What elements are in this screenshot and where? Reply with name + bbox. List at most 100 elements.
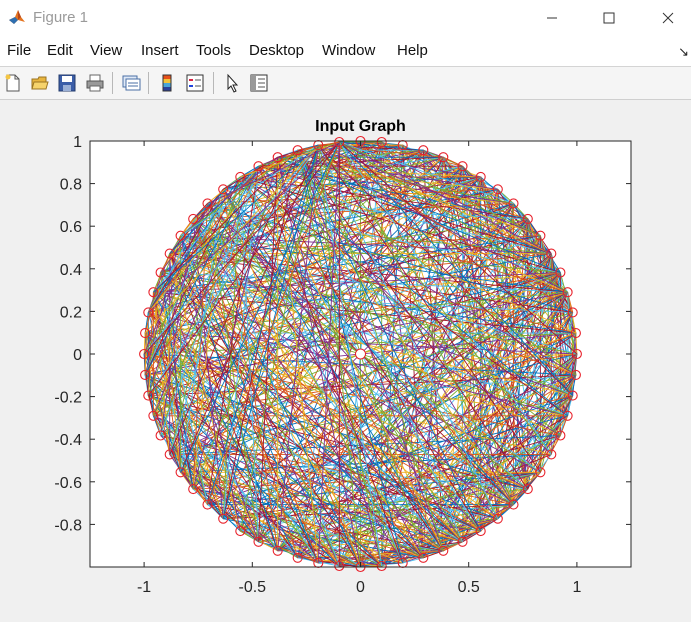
graph-edge: [277, 157, 383, 567]
graph-edge: [277, 145, 319, 551]
open-file-button[interactable]: [28, 71, 52, 95]
graph-edge: [147, 253, 171, 313]
graph-edge: [222, 166, 259, 519]
property-inspector-button[interactable]: [247, 71, 271, 95]
y-tick-label: 1: [73, 134, 82, 151]
graph-edge: [153, 235, 541, 293]
graph-edge: [240, 176, 568, 417]
graph-node: [475, 171, 486, 182]
graph-node: [475, 526, 486, 537]
menu-insert[interactable]: Insert: [141, 42, 179, 59]
graph-edge: [153, 176, 481, 293]
graph-edge: [180, 141, 340, 473]
menu-file[interactable]: File: [7, 42, 32, 59]
graph-edge: [422, 150, 482, 532]
save-button[interactable]: [55, 71, 79, 95]
graph-node: [139, 348, 150, 360]
graph-node: [175, 467, 186, 478]
graph-edge: [144, 235, 182, 376]
graph-edge: [317, 141, 340, 563]
graph-edge: [192, 149, 298, 220]
insert-colorbar-icon: [162, 74, 172, 92]
edit-plot-button[interactable]: [220, 71, 244, 95]
graph-edge: [223, 518, 424, 559]
figure-toolbar: [0, 67, 691, 100]
graph-edge: [169, 165, 259, 254]
graph-edge: [423, 550, 444, 559]
plot-area[interactable]: -1 -0.5 0 0.5 1 1 0.8 0.6 0.4 0.2 0 -0.2 -0.4 -0.6 -0…: [0, 100, 691, 622]
graph-node: [535, 467, 546, 478]
graph-edge: [147, 203, 208, 396]
menu-edit[interactable]: Edit: [47, 42, 73, 59]
graph-edge: [153, 149, 299, 417]
graph-edge: [513, 454, 552, 505]
print-icon: [86, 74, 104, 92]
graph-node: [188, 213, 199, 224]
graph-edge: [193, 395, 573, 490]
graph-edge: [338, 141, 574, 396]
graph-edge: [240, 530, 444, 552]
y-tick-label: -0.2: [54, 390, 82, 407]
graph-edge: [239, 176, 259, 542]
print-button[interactable]: [83, 71, 107, 95]
menu-desktop[interactable]: Desktop: [249, 42, 305, 59]
y-axis: 1 0.8 0.6 0.4 0.2 0 -0.2 -0.4 -0.6 -0.8: [54, 134, 631, 534]
graph-node: [175, 230, 186, 241]
graph-edge: [160, 272, 463, 543]
close-button[interactable]: [645, 0, 691, 36]
graph-node: [535, 230, 546, 241]
graph-edge: [222, 189, 279, 551]
maximize-button[interactable]: [586, 0, 632, 36]
dock-figure-icon[interactable]: ↘: [678, 44, 689, 59]
graph-node: [292, 145, 303, 156]
link-plot-icon: [122, 75, 141, 91]
graph-edge: [143, 188, 498, 355]
graph-edge: [143, 149, 424, 355]
graph-edge: [147, 144, 319, 396]
minimize-button[interactable]: [529, 0, 575, 36]
new-figure-button[interactable]: [1, 71, 25, 95]
graph-edge: [240, 176, 514, 204]
menu-view[interactable]: View: [90, 42, 123, 59]
y-tick-label: -0.8: [54, 517, 82, 534]
link-plot-button[interactable]: [119, 71, 143, 95]
graph-node: [418, 552, 429, 563]
graph-node: [148, 410, 159, 421]
graph-node: [218, 513, 229, 524]
graph-edge: [258, 157, 279, 542]
graph-edge: [148, 312, 499, 520]
menu-help[interactable]: Help: [397, 42, 428, 59]
graph-node: [457, 161, 468, 172]
graph-edge: [513, 203, 529, 220]
graph-node: [567, 390, 578, 401]
graph-edge: [339, 141, 541, 237]
graph-edge: [297, 141, 340, 151]
graph-edge: [148, 141, 340, 313]
graph-edge: [192, 189, 224, 490]
edit-plot-icon: [227, 73, 239, 93]
graph-edge: [193, 488, 424, 559]
graph-edge: [443, 156, 463, 167]
menu-window[interactable]: Window: [322, 42, 376, 59]
graph-node: [253, 161, 264, 172]
insert-colorbar-button[interactable]: [155, 71, 179, 95]
graph-node: [218, 184, 229, 195]
graph-edge: [147, 141, 340, 396]
graph-edge: [567, 292, 578, 355]
menu-tools[interactable]: Tools: [196, 42, 232, 59]
graph-node: [567, 307, 578, 318]
graph-edge: [169, 253, 182, 473]
insert-legend-button[interactable]: [183, 71, 207, 95]
graph-node: [140, 328, 151, 339]
graph-edge: [143, 141, 340, 355]
graph-edge: [143, 218, 528, 355]
graph-node: [235, 526, 246, 537]
graph-edge: [144, 333, 171, 455]
graph-edge: [402, 541, 463, 564]
graph-node: [188, 484, 199, 495]
graph-edge: [318, 144, 541, 237]
graph-edge: [180, 149, 298, 237]
window-title: Figure 1: [33, 9, 89, 26]
graph-node: [492, 513, 503, 524]
graph-node: [164, 449, 175, 460]
